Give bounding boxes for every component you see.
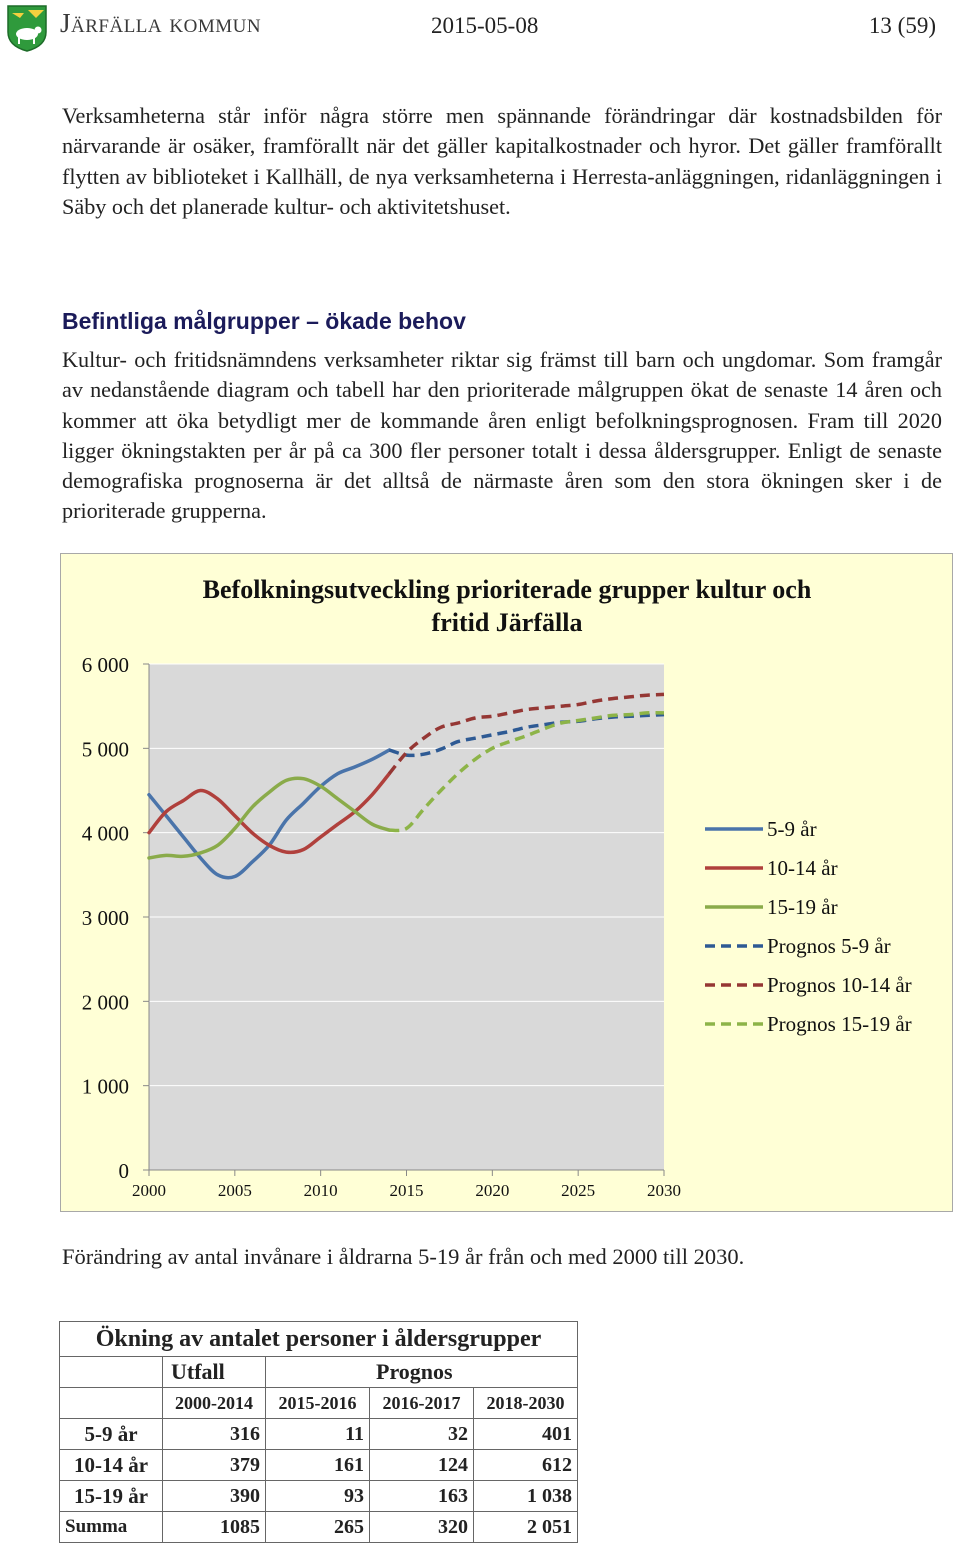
series-line-1 [147, 771, 392, 855]
y-tick-label: 0 [119, 1159, 130, 1183]
table-cell: 161 [265, 1449, 370, 1481]
table-period-row: 2000-2014 2015-2016 2016-2017 2018-2030 [59, 1387, 578, 1419]
section-paragraph: Kultur- och fritidsnämndens verksamheter… [62, 347, 942, 524]
table-cell: 612 [473, 1449, 578, 1481]
row-label: 5-9 år [59, 1418, 163, 1450]
legend-label: Prognos 5-9 år [767, 934, 891, 958]
series-line-2 [147, 776, 392, 860]
table-title: Ökning av antalet personer i åldersgrupp… [59, 1321, 578, 1357]
table-cell: 320 [369, 1511, 474, 1543]
group-utfall: Utfall [162, 1356, 266, 1388]
table-group-row: Utfall Prognos [59, 1356, 578, 1388]
page-number: 13 (59) [868, 13, 936, 38]
x-tick-label: 2030 [647, 1181, 681, 1200]
document-date: 2015-05-08 [431, 13, 539, 38]
period-header: 2000-2014 [162, 1387, 266, 1419]
municipality-name: Järfälla kommun [60, 8, 262, 38]
legend-label: Prognos 10-14 år [767, 973, 912, 997]
series-line-5 [389, 711, 665, 833]
age-group-increase-table: Ökning av antalet personer i åldersgrupp… [59, 1321, 578, 1543]
population-chart-svg: Befolkningsutveckling prioriterade grupp… [82, 575, 912, 1200]
x-tick-label: 2015 [390, 1181, 424, 1200]
table-cell: 265 [265, 1511, 370, 1543]
x-tick-label: 2010 [304, 1181, 338, 1200]
y-tick-label: 6 000 [82, 653, 129, 677]
y-tick-label: 1 000 [82, 1075, 129, 1099]
row-label: 10-14 år [59, 1449, 163, 1481]
x-tick-label: 2025 [561, 1181, 595, 1200]
table-cell: 2 051 [473, 1511, 578, 1543]
table-empty-cell [59, 1387, 163, 1419]
table-cell: 401 [473, 1418, 578, 1450]
x-tick-label: 2005 [218, 1181, 252, 1200]
legend-label: 15-19 år [767, 895, 838, 919]
legend-label: Prognos 15-19 år [767, 1012, 912, 1036]
period-header: 2015-2016 [265, 1387, 370, 1419]
period-header: 2016-2017 [369, 1387, 474, 1419]
table-cell: 32 [369, 1418, 474, 1450]
page-header: Järfälla kommun 2015-05-08 13 (59) [0, 0, 960, 56]
table-cell: 93 [265, 1480, 370, 1512]
y-tick-label: 4 000 [82, 822, 129, 846]
table-empty-cell [59, 1356, 163, 1388]
table-cell: 11 [265, 1418, 370, 1450]
y-tick-label: 2 000 [82, 990, 129, 1014]
table-cell: 1085 [162, 1511, 266, 1543]
x-tick-label: 2000 [132, 1181, 166, 1200]
legend-label: 5-9 år [767, 817, 817, 841]
table-cell: 163 [369, 1480, 474, 1512]
legend-label: 10-14 år [767, 856, 838, 880]
group-prognos: Prognos [265, 1356, 578, 1388]
row-label: Summa [59, 1511, 163, 1543]
table-title-row: Ökning av antalet personer i åldersgrupp… [59, 1321, 578, 1357]
period-header: 2018-2030 [473, 1387, 578, 1419]
x-tick-label: 2020 [475, 1181, 509, 1200]
table-cell: 1 038 [473, 1480, 578, 1512]
intro-paragraph: Verksamheterna står inför några större m… [62, 103, 942, 219]
table-row: 10-14 år 379 161 124 612 [59, 1449, 578, 1481]
table-cell: 124 [369, 1449, 474, 1481]
y-tick-label: 5 000 [82, 737, 129, 761]
jarfalla-coat-of-arms-logo [7, 5, 47, 52]
row-label: 15-19 år [59, 1480, 163, 1512]
chart-title: Befolkningsutveckling prioriterade grupp… [203, 575, 812, 637]
table-cell: 316 [162, 1418, 266, 1450]
population-chart: Befolkningsutveckling prioriterade grupp… [60, 553, 953, 1212]
chart-caption: Förändring av antal invånare i åldrarna … [62, 1244, 745, 1269]
table-row: 5-9 år 316 11 32 401 [59, 1418, 578, 1450]
y-tick-label: 3 000 [82, 906, 129, 930]
table-cell: 390 [162, 1480, 266, 1512]
table-row: 15-19 år 390 93 163 1 038 [59, 1480, 578, 1512]
series-line-4 [387, 692, 665, 775]
section-heading: Befintliga målgrupper – ökade behov [62, 308, 466, 334]
table-cell: 379 [162, 1449, 266, 1481]
table-sum-row: Summa 1085 265 320 2 051 [59, 1511, 578, 1543]
